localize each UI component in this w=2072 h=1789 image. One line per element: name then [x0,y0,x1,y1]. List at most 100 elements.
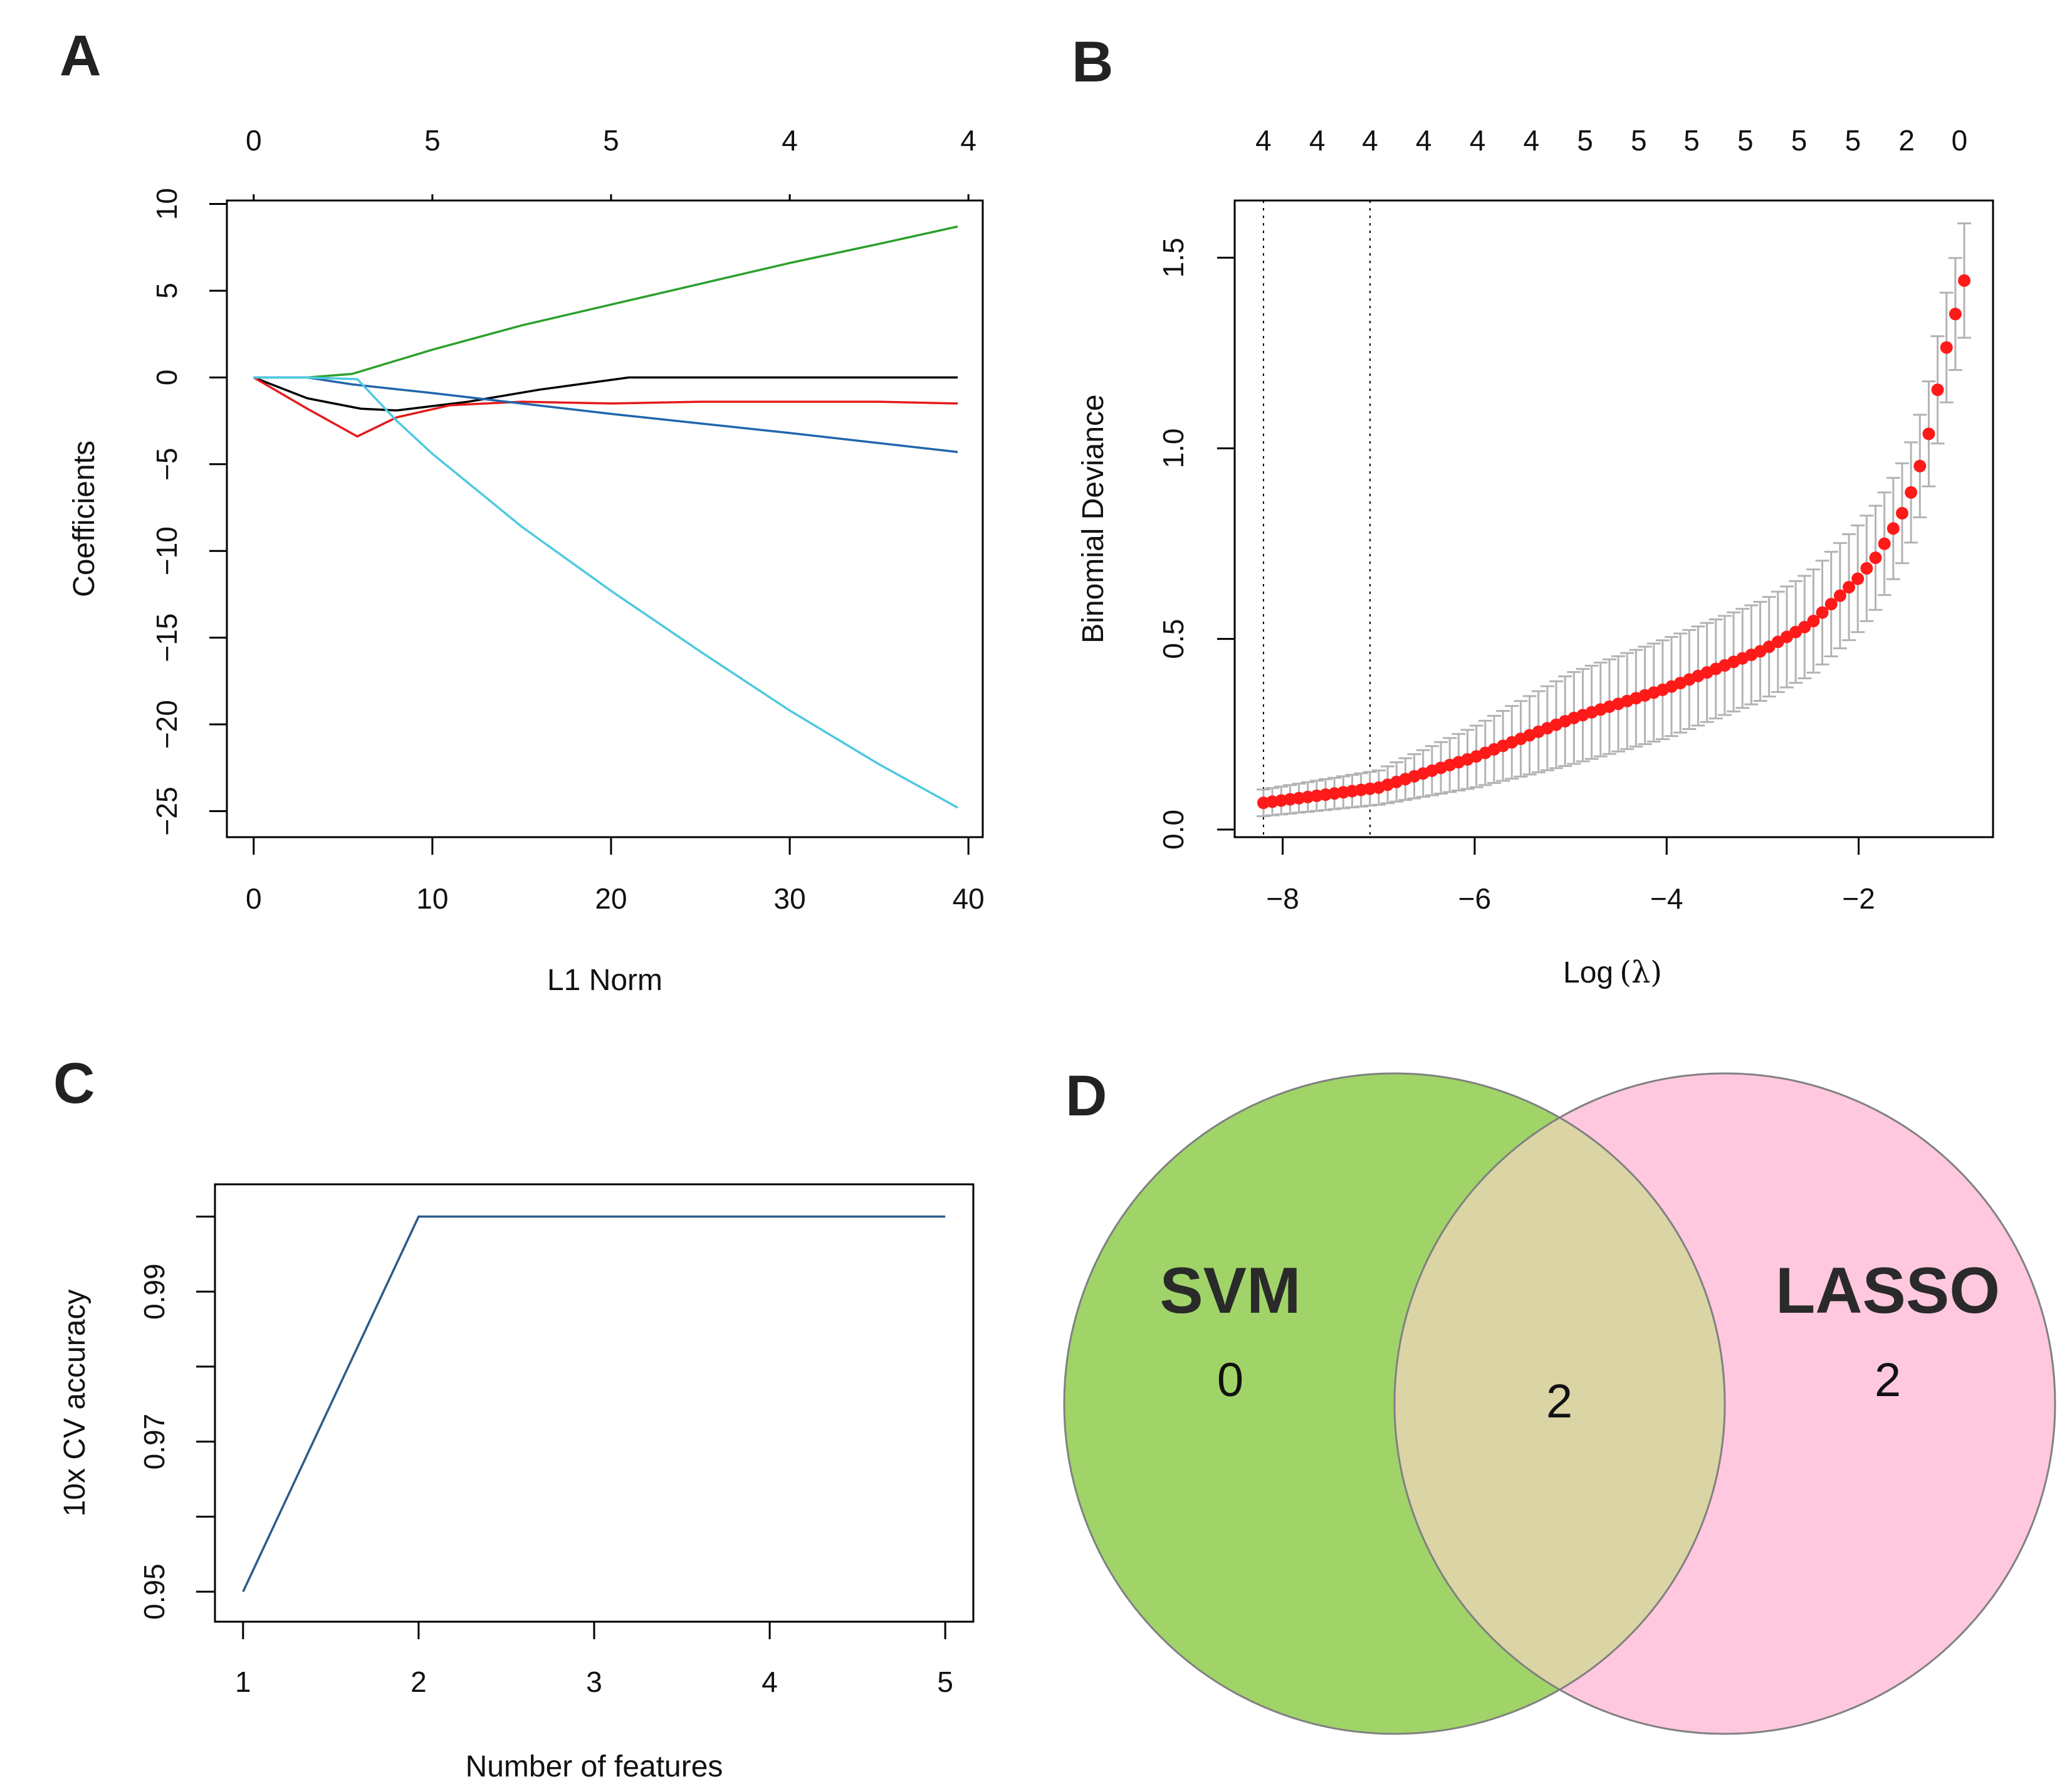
x-tick-label: 30 [773,882,805,915]
lambda-reference-lines [1262,201,1371,837]
deviance-point [1895,507,1908,520]
y-tick-label: 10 [150,188,183,220]
y-tick-label: 0.0 [1157,810,1190,850]
coefficient-path-cyan [253,376,958,809]
x-tick-label: 20 [595,882,627,915]
deviance-point [1833,589,1846,602]
coefficient-path-green [253,225,958,379]
panel-a-plot-frame [226,199,984,838]
y-tick-label: 0.95 [138,1563,170,1620]
x-tick-label: −8 [1266,882,1299,915]
x-tick-label: −4 [1650,882,1683,915]
top-axis-label: 2 [1898,124,1915,157]
x-tick-label: 2 [411,1666,427,1698]
top-axis-label: 4 [1255,124,1272,157]
deviance-point [1878,537,1891,550]
panel-b-axes: −8 −6 −4 −2 0.0 0.5 1.0 1.5 4 4 4 4 4 4 5 5 5 5 5 5 2 0 [1157,124,1967,915]
lasso-circle-outline [1393,1072,2056,1735]
x-tick-label: −6 [1458,882,1491,915]
accuracy-line-accuracy [242,1215,946,1592]
top-axis-label: 5 [1683,124,1700,157]
deviance-point [1958,274,1971,287]
deviance-point [1949,308,1962,321]
top-axis-label: 4 [1416,124,1432,157]
x-tick-label: 5 [937,1666,953,1698]
panel-a-x-axis-title: L1 Norm [547,964,662,997]
top-axis-label: 4 [1523,124,1539,157]
deviance-point [1869,551,1882,565]
panel-letter-a: A [60,24,101,88]
deviance-point [1931,383,1944,397]
deviance-point [1913,459,1927,472]
deviance-point [1922,427,1935,441]
top-axis-label: 4 [1362,124,1378,157]
x-tick-label: −2 [1842,882,1875,915]
y-tick-label: 1.0 [1157,428,1190,468]
y-tick-label: −25 [150,786,183,835]
panel-b-x-axis-title: Log (λ) [1563,955,1662,990]
panel-c-axes: 1 2 3 4 5 0.95 0.97 0.99 [138,1215,953,1698]
svm-only-count: 0 [1217,1353,1243,1407]
lasso-label: LASSO [1776,1254,2000,1327]
panel-c-plot-frame [214,1183,975,1623]
y-tick-label: −5 [150,448,183,481]
deviance-point [1843,581,1856,594]
svm-circle-outline [1063,1072,1726,1735]
top-axis-label: 5 [1845,124,1861,157]
svm-label: SVM [1159,1254,1300,1327]
deviance-point [1940,341,1953,354]
top-axis-label: 4 [1309,124,1326,157]
y-tick-label: −10 [150,526,183,575]
y-tick-label: 1.5 [1157,237,1190,278]
panel-c-cv-accuracy: C 1 2 3 4 5 0.95 0.97 0.99 Number of features 1… [53,1051,975,1783]
deviance-point [1807,615,1820,628]
venn-overlap-region [1394,1073,1725,1734]
panel-b-x-axis-title-text: Log [1563,956,1613,989]
y-tick-label: 0.5 [1157,619,1190,659]
top-axis-label: 5 [1737,124,1754,157]
top-axis-label: 5 [1577,124,1593,157]
coefficient-lines [253,225,958,809]
panel-letter-d: D [1065,1064,1107,1128]
top-axis-label: 4 [960,124,976,157]
accuracy-line [242,1215,946,1592]
x-tick-label: 1 [235,1666,251,1698]
top-axis-label: 4 [1470,124,1486,157]
panel-b-cv-deviance: B −8 −6 −4 −2 0.0 0.5 1.0 1.5 4 4 4 4 4 4 5 5 5 5 5 5 2 0 Log… [1072,30,1994,990]
panel-c-x-axis-title: Number of features [466,1750,723,1783]
deviance-point [1851,572,1865,585]
overlap-count: 2 [1546,1375,1572,1428]
y-tick-label: 0.97 [138,1414,170,1470]
x-tick-label: 0 [246,882,262,915]
x-tick-label: 40 [953,882,985,915]
deviance-point [1824,598,1838,611]
y-tick-label: 0.99 [138,1263,170,1320]
deviance-point [1905,486,1918,499]
coefficient-path-black [253,376,958,412]
lasso-only-count: 2 [1875,1353,1901,1407]
top-axis-label: 5 [424,124,441,157]
panel-letter-b: B [1072,30,1113,94]
y-tick-label: −15 [150,613,183,662]
deviance-point [1860,562,1873,575]
deviance-point [1798,620,1811,634]
panel-letter-c: C [53,1051,95,1115]
x-tick-label: 3 [586,1666,602,1698]
x-tick-label: 4 [761,1666,778,1698]
top-axis-label: 5 [1631,124,1647,157]
lambda-symbol: (λ) [1619,955,1662,990]
panel-a-y-axis-title: Coefficients [68,441,101,597]
top-axis-label: 0 [246,124,262,157]
deviance-point [1816,606,1829,619]
deviance-point [1886,522,1900,535]
panel-b-y-axis-title: Binomial Deviance [1077,394,1110,644]
top-axis-label: 5 [1791,124,1808,157]
y-tick-label: 0 [150,370,183,386]
top-axis-label: 0 [1952,124,1968,157]
y-tick-label: 5 [150,283,183,299]
x-tick-label: 10 [416,882,448,915]
y-tick-label: −20 [150,700,183,749]
top-axis-label: 4 [782,124,798,157]
panel-c-y-axis-title: 10x CV accuracy [58,1290,92,1517]
